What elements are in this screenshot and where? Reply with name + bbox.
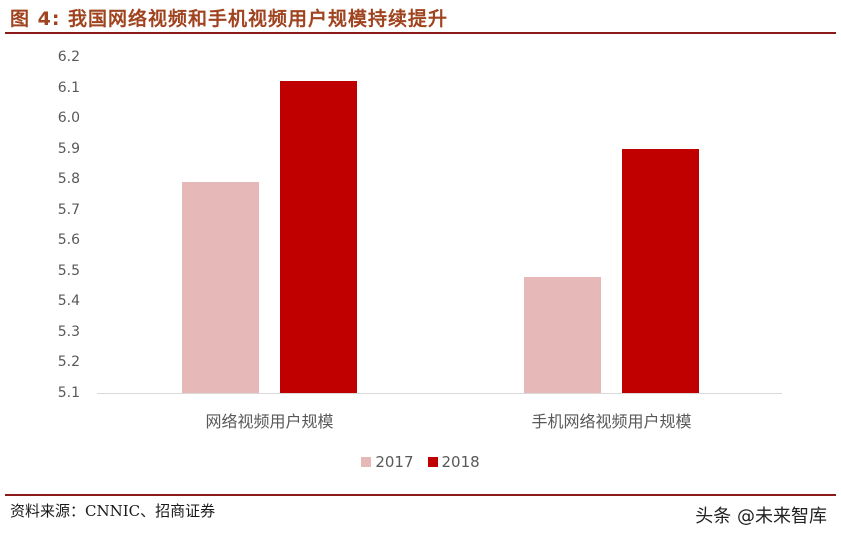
bar-2017 [182, 182, 259, 393]
y-tick-label: 6.1 [57, 79, 80, 96]
source-note: 资料来源：CNNIC、招商证券 [10, 502, 216, 520]
legend-swatch-icon [427, 457, 438, 467]
y-tick-label: 5.2 [57, 354, 80, 371]
y-tick-label: 6.2 [57, 49, 80, 65]
bar-2018 [280, 81, 357, 393]
y-tick-label: 5.5 [57, 262, 80, 279]
legend: 2017 2018 [0, 453, 841, 471]
y-tick-label: 5.8 [57, 171, 80, 188]
legend-item-2018: 2018 [427, 453, 480, 471]
x-category-label: 手机网络视频用户规模 [531, 412, 692, 431]
title-rule [5, 32, 836, 34]
y-tick-label: 5.3 [57, 323, 80, 340]
legend-label: 2017 [375, 453, 414, 471]
y-tick-label: 5.1 [57, 385, 80, 401]
x-axis-line [97, 393, 782, 394]
legend-label: 2018 [441, 453, 480, 471]
bar-2017 [524, 276, 601, 393]
y-tick-label: 5.7 [57, 201, 80, 218]
figure-title: 图 4: 我国网络视频和手机视频用户规模持续提升 [10, 8, 449, 30]
watermark: 头条 @未来智库 [695, 506, 827, 527]
y-tick-label: 6.0 [57, 110, 80, 127]
y-tick-label: 5.9 [57, 140, 80, 157]
x-category-label: 网络视频用户规模 [205, 412, 334, 431]
y-tick-label: 5.6 [57, 232, 80, 249]
y-tick-label: 5.4 [57, 293, 80, 310]
legend-swatch-icon [361, 457, 372, 467]
footer-rule [5, 494, 836, 496]
bar-2018 [622, 148, 699, 393]
legend-item-2017: 2017 [361, 453, 414, 471]
